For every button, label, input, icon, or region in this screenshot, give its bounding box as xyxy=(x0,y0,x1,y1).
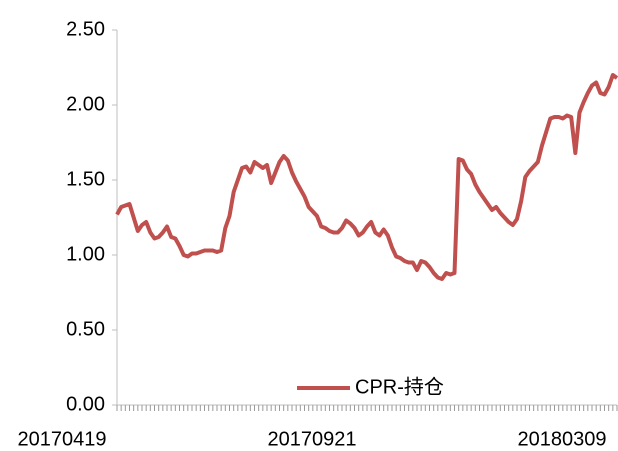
y-tick-label: 2.00 xyxy=(66,93,105,115)
y-tick-label: 0.00 xyxy=(66,393,105,415)
y-tick-label: 1.50 xyxy=(66,168,105,190)
y-tick-label: 0.50 xyxy=(66,318,105,340)
legend-label: CPR-持仓 xyxy=(355,375,444,398)
y-tick-label: 2.50 xyxy=(66,18,105,40)
data-line xyxy=(115,73,618,281)
x-tick-label: 20180309 xyxy=(518,428,607,450)
x-tick-label: 20170921 xyxy=(268,428,357,450)
y-tick-label: 1.00 xyxy=(66,243,105,265)
x-tick-label: 20170419 xyxy=(18,428,107,450)
